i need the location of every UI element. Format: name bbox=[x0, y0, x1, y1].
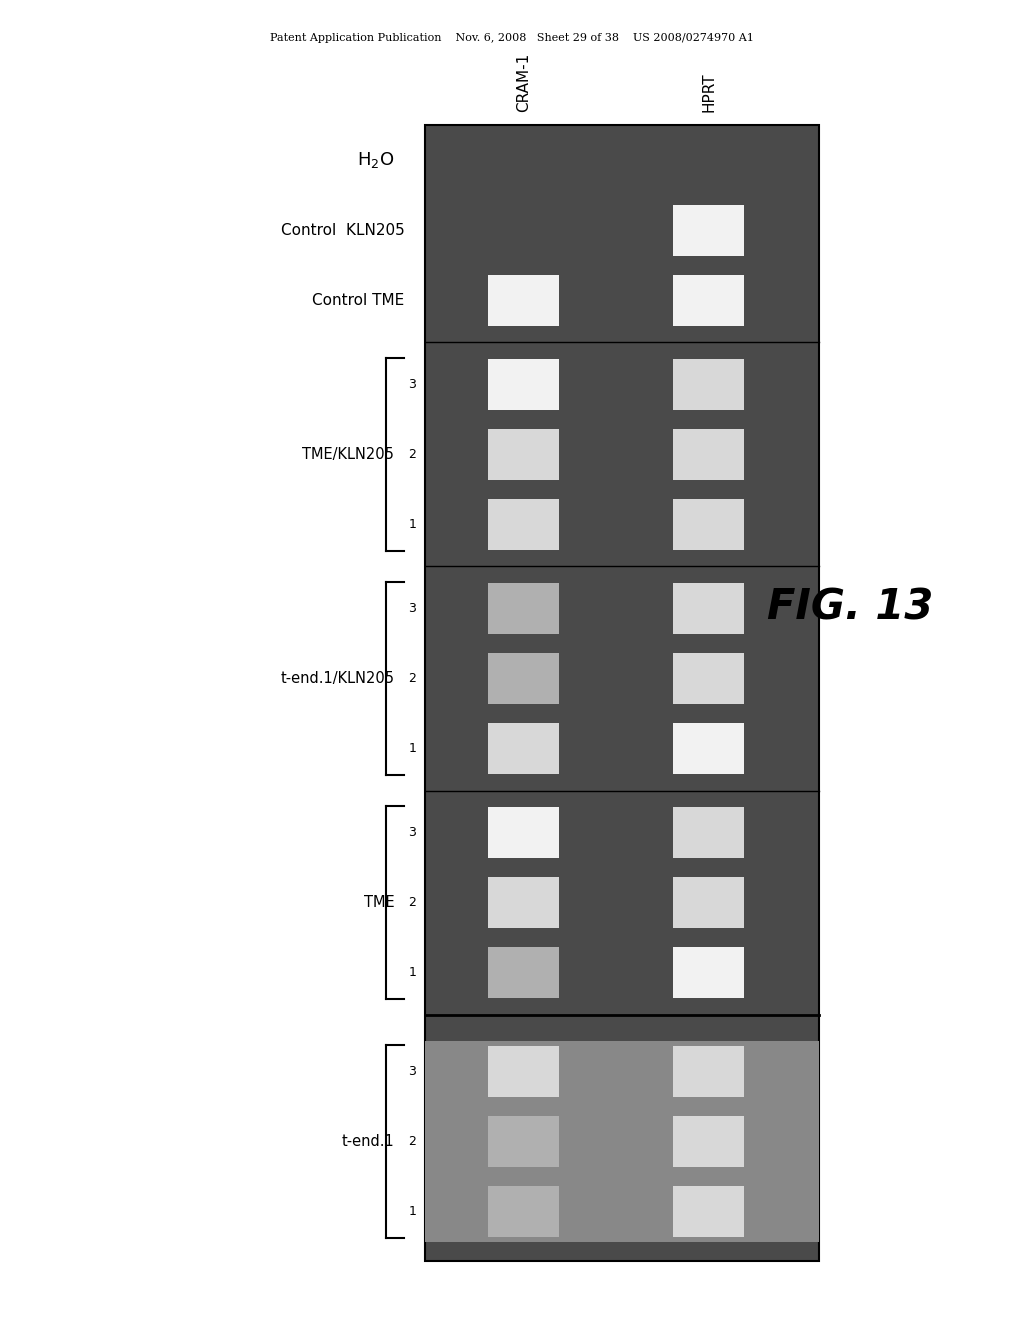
Bar bbox=[674, 1185, 744, 1237]
Bar bbox=[674, 653, 744, 704]
Text: 3: 3 bbox=[409, 826, 417, 840]
Bar bbox=[488, 275, 559, 326]
Bar bbox=[674, 429, 744, 480]
Bar bbox=[674, 583, 744, 634]
Text: 1: 1 bbox=[409, 517, 417, 531]
Bar bbox=[674, 946, 744, 998]
Bar bbox=[488, 429, 559, 480]
Text: H$_2$O: H$_2$O bbox=[357, 150, 394, 170]
Bar bbox=[674, 723, 744, 774]
Bar bbox=[488, 653, 559, 704]
Text: FIG. 13: FIG. 13 bbox=[767, 586, 933, 628]
Bar bbox=[674, 878, 744, 928]
Text: Patent Application Publication    Nov. 6, 2008   Sheet 29 of 38    US 2008/02749: Patent Application Publication Nov. 6, 2… bbox=[270, 33, 754, 44]
Bar bbox=[425, 125, 819, 1261]
Text: t-end.1/KLN205: t-end.1/KLN205 bbox=[281, 671, 394, 686]
Text: Control  KLN205: Control KLN205 bbox=[281, 223, 404, 238]
Bar bbox=[488, 723, 559, 774]
Bar bbox=[674, 1115, 744, 1167]
Bar bbox=[425, 1040, 819, 1242]
Bar bbox=[488, 359, 559, 411]
Bar bbox=[674, 275, 744, 326]
Text: t-end.1: t-end.1 bbox=[341, 1134, 394, 1148]
Bar bbox=[674, 359, 744, 411]
Bar bbox=[674, 205, 744, 256]
Text: CRAM-1: CRAM-1 bbox=[516, 53, 531, 112]
Bar bbox=[488, 499, 559, 550]
Text: 3: 3 bbox=[409, 1065, 417, 1078]
Text: 2: 2 bbox=[409, 672, 417, 685]
Text: 1: 1 bbox=[409, 1205, 417, 1217]
Bar bbox=[488, 808, 559, 858]
Bar bbox=[488, 1115, 559, 1167]
Bar bbox=[488, 878, 559, 928]
Bar bbox=[488, 946, 559, 998]
Bar bbox=[674, 1045, 744, 1097]
Text: 3: 3 bbox=[409, 378, 417, 391]
Bar bbox=[488, 1045, 559, 1097]
Bar bbox=[488, 583, 559, 634]
Text: TME: TME bbox=[364, 895, 394, 911]
Text: TME/KLN205: TME/KLN205 bbox=[302, 447, 394, 462]
Text: 2: 2 bbox=[409, 896, 417, 909]
Text: 1: 1 bbox=[409, 742, 417, 755]
Text: 3: 3 bbox=[409, 602, 417, 615]
Text: HPRT: HPRT bbox=[701, 73, 717, 112]
Text: 2: 2 bbox=[409, 1135, 417, 1148]
Bar bbox=[488, 1185, 559, 1237]
Bar bbox=[674, 808, 744, 858]
Text: Control TME: Control TME bbox=[312, 293, 404, 308]
Text: 2: 2 bbox=[409, 447, 417, 461]
Bar bbox=[674, 499, 744, 550]
Text: 1: 1 bbox=[409, 966, 417, 979]
